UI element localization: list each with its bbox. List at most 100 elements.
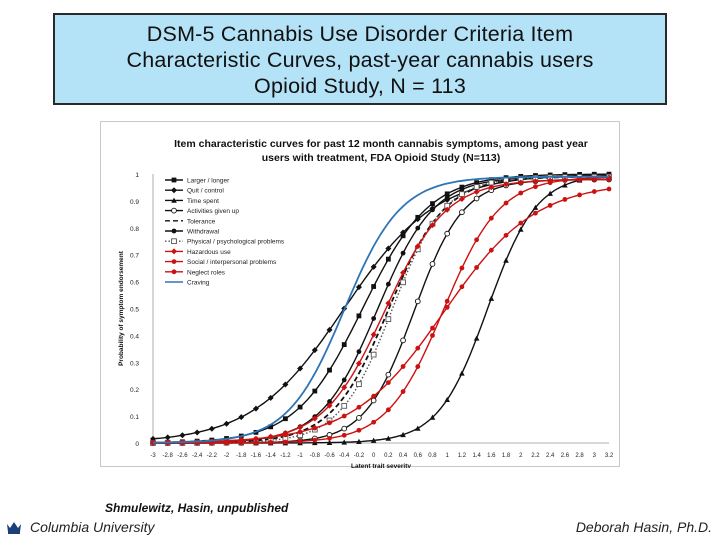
series-1-marker: [327, 367, 332, 373]
y-tick-label: 0.5: [130, 307, 139, 314]
series-9-marker: [341, 432, 347, 438]
series-10-marker: [430, 325, 435, 331]
series-9-marker: [385, 407, 391, 413]
icc-chart: Item characteristic curves for past 12 m…: [118, 138, 614, 468]
chart-frame: Item characteristic curves for past 12 m…: [100, 121, 620, 468]
x-tick-label: -0.8: [310, 453, 321, 459]
series-10-marker: [533, 210, 538, 216]
series-7-marker: [385, 316, 392, 323]
y-axis-label: Probability of symptom endorsement: [118, 250, 125, 366]
y-tick-label: 0.2: [130, 387, 139, 394]
series-10-marker: [444, 304, 450, 310]
series-3-marker: [385, 435, 392, 441]
x-tick-label: 1.6: [487, 453, 496, 459]
series-9-marker: [518, 190, 524, 196]
series-4-marker: [400, 337, 406, 344]
series-8-marker: [444, 206, 451, 213]
series-3-marker: [356, 438, 362, 444]
legend-label-11: Craving: [187, 280, 210, 287]
citation: Shmulewitz, Hasin, unpublished: [105, 501, 289, 515]
series-line-9: [153, 176, 610, 444]
x-tick-label: -2.2: [207, 453, 218, 459]
series-1-marker: [268, 424, 274, 430]
x-tick-label: -0.2: [354, 453, 365, 459]
slide-title-box: DSM-5 Cannabis Use Disorder Criteria Ite…: [53, 13, 667, 105]
series-1-marker: [400, 233, 406, 239]
series-1-marker: [385, 256, 391, 262]
x-tick-label: 0.2: [384, 453, 393, 459]
series-2-marker: [326, 326, 333, 333]
legend-label-6: Withdrawal: [187, 229, 220, 236]
x-tick-label: 0.8: [428, 453, 437, 459]
series-2-marker: [267, 394, 274, 401]
series-10-marker: [577, 192, 582, 198]
series-2-marker: [252, 405, 259, 412]
footer-institution: Columbia University: [6, 519, 154, 535]
series-2-marker: [311, 347, 318, 354]
series-8-marker: [503, 181, 510, 188]
x-tick-label: -1.4: [266, 453, 277, 459]
series-2-marker: [223, 420, 230, 427]
y-tick-label: 0.1: [130, 414, 139, 421]
series-8-marker: [429, 222, 436, 229]
legend-label-3: Time spent: [187, 198, 219, 205]
y-tick-label: 0.9: [130, 199, 139, 206]
series-9-marker: [503, 200, 509, 206]
chart-title-line-1: Item characteristic curves for past 12 m…: [174, 138, 588, 150]
footer-institution-label: Columbia University: [30, 519, 155, 535]
series-10-marker: [327, 420, 332, 426]
series-4-marker: [414, 298, 421, 305]
series-4-marker: [341, 425, 348, 432]
series-9-marker: [415, 364, 421, 369]
series-9-marker: [444, 298, 450, 304]
series-9-marker: [474, 237, 480, 243]
series-10-marker: [385, 380, 391, 386]
series-10-marker: [253, 436, 259, 442]
series-10-marker: [356, 404, 362, 410]
series-10-marker: [562, 197, 568, 202]
legend-marker-6: [171, 228, 177, 234]
series-3-marker: [444, 396, 450, 403]
series-2-marker: [164, 434, 171, 441]
legend-label-9: Social / interpersonal problems: [187, 259, 277, 266]
series-6-marker: [385, 281, 391, 287]
chart-title-line-2: users with treatment, FDA Opioid Study (…: [262, 152, 501, 164]
x-tick-label: -1.8: [236, 453, 247, 459]
x-tick-label: 3: [593, 453, 597, 459]
x-tick-label: 0: [372, 453, 376, 459]
series-9-marker: [297, 438, 303, 444]
series-8-marker: [488, 184, 495, 191]
x-tick-label: -2.8: [163, 453, 174, 459]
series-7-marker: [370, 351, 377, 358]
series-9-marker: [268, 440, 274, 445]
x-tick-label: -0.4: [339, 453, 350, 459]
series-2-marker: [208, 425, 215, 432]
series-7-marker: [400, 279, 406, 286]
y-tick-label: 0.7: [130, 253, 139, 260]
legend-marker-3: [171, 197, 177, 203]
series-9-marker: [400, 389, 406, 394]
series-10-marker: [459, 284, 465, 290]
legend-label-7: Physical / psychological problems: [187, 239, 285, 246]
series-line-6: [153, 176, 609, 444]
series-1-marker: [430, 201, 435, 207]
series-2-marker: [370, 263, 377, 270]
series-4-marker: [356, 415, 362, 421]
series-8-marker: [341, 384, 348, 391]
series-10-marker: [518, 220, 524, 226]
series-10-marker: [282, 432, 288, 438]
series-6-marker: [371, 316, 377, 321]
slide-title-line-2: Characteristic Curves, past-year cannabi…: [126, 48, 594, 72]
x-tick-label: -2.4: [192, 453, 203, 459]
y-tick-label: 0.6: [130, 280, 139, 287]
series-4-marker: [370, 397, 377, 404]
series-1-marker: [282, 416, 288, 422]
series-10-marker: [547, 203, 553, 208]
series-6-marker: [444, 195, 450, 200]
series-3-marker: [473, 335, 480, 341]
x-tick-label: 1.8: [502, 453, 511, 459]
footer-author: Deborah Hasin, Ph.D.: [575, 519, 712, 535]
series-9-marker: [533, 184, 538, 190]
series-6-marker: [341, 377, 347, 383]
series-3-marker: [503, 257, 509, 263]
